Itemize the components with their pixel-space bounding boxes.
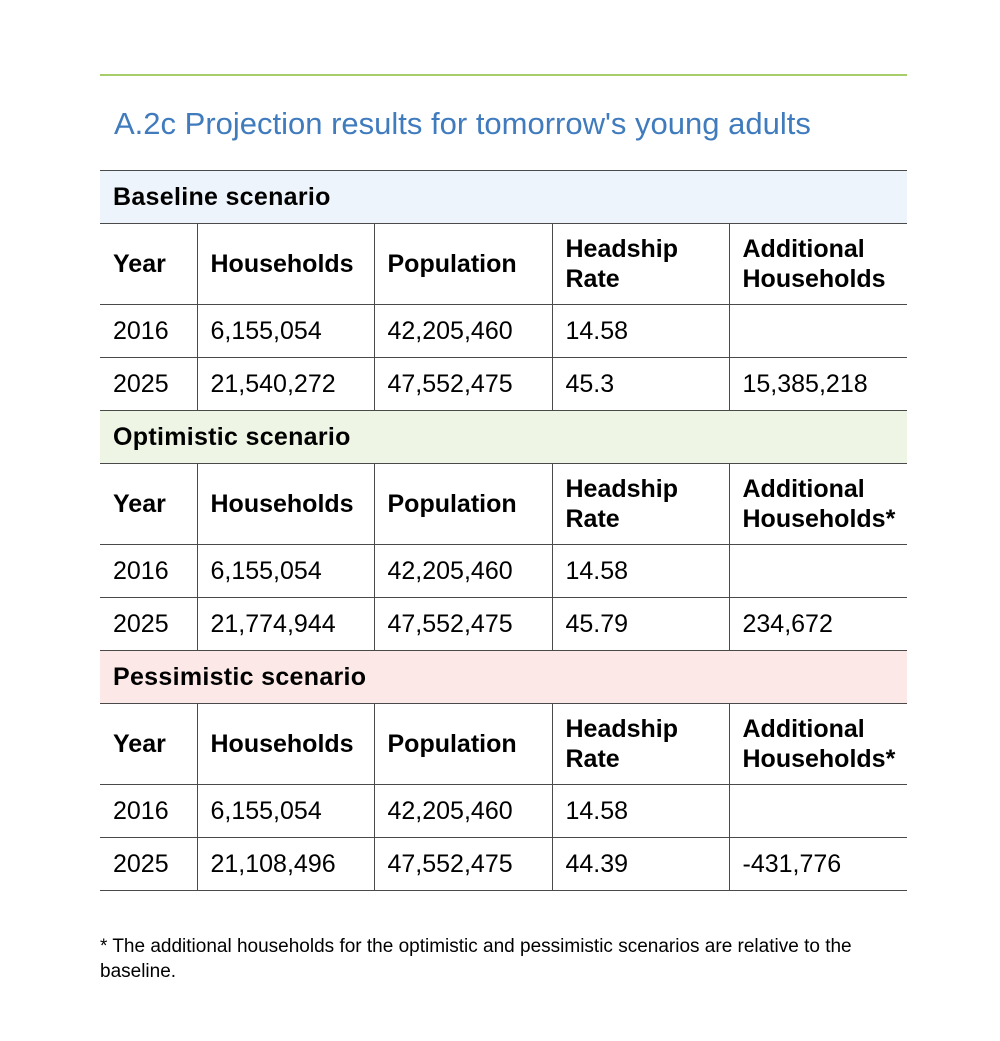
cell-population: 47,552,475 [373,837,552,891]
footnote: * The additional households for the opti… [100,936,852,982]
cell-year: 2025 [100,837,197,891]
cell-headship-rate: 14.58 [551,784,729,838]
cell-additional-households: -431,776 [728,837,908,891]
table-row: 2025 21,540,272 47,552,475 45.3 15,385,2… [100,357,908,411]
cell-headship-rate: 14.58 [551,544,729,598]
cell-households: 21,540,272 [196,357,374,411]
cell-population: 47,552,475 [373,597,552,651]
column-header-population: Population [373,223,552,305]
cell-headship-rate: 45.3 [551,357,729,411]
cell-headship-rate: 45.79 [551,597,729,651]
section-row-optimistic: Optimistic scenario [100,410,908,464]
table-row: 2025 21,774,944 47,552,475 45.79 234,672 [100,597,908,651]
cell-additional-households [728,304,908,358]
section-row-pessimistic: Pessimistic scenario [100,650,908,704]
column-header-population: Population [373,463,552,545]
cell-households: 21,108,496 [196,837,374,891]
cell-year: 2016 [100,784,197,838]
cell-additional-households [728,784,908,838]
section-title: Baseline scenario [100,170,908,224]
column-header-headship-rate: Headship Rate [551,703,729,785]
section-title: Pessimistic scenario [100,650,908,704]
column-header-headship-rate: Headship Rate [551,223,729,305]
column-header-additional-households: Additional Households* [728,703,908,785]
column-header-additional-households: Additional Households [728,223,908,305]
header-row: Year Households Population Headship Rate… [100,463,908,545]
cell-year: 2016 [100,304,197,358]
column-header-headship-rate: Headship Rate [551,463,729,545]
cell-population: 47,552,475 [373,357,552,411]
cell-year: 2016 [100,544,197,598]
cell-households: 21,774,944 [196,597,374,651]
column-header-households: Households [196,703,374,785]
cell-population: 42,205,460 [373,544,552,598]
cell-year: 2025 [100,357,197,411]
table-row: 2025 21,108,496 47,552,475 44.39 -431,77… [100,837,908,891]
cell-households: 6,155,054 [196,304,374,358]
cell-households: 6,155,054 [196,784,374,838]
cell-additional-households [728,544,908,598]
table-row: 2016 6,155,054 42,205,460 14.58 [100,304,908,358]
column-header-households: Households [196,223,374,305]
header-row: Year Households Population Headship Rate… [100,223,908,305]
page-title: A.2c Projection results for tomorrow's y… [114,106,811,141]
cell-year: 2025 [100,597,197,651]
section-row-baseline: Baseline scenario [100,170,908,224]
column-header-population: Population [373,703,552,785]
column-header-year: Year [100,463,197,545]
header-row: Year Households Population Headship Rate… [100,703,908,785]
cell-headship-rate: 14.58 [551,304,729,358]
cell-population: 42,205,460 [373,784,552,838]
top-divider [100,74,907,76]
table-row: 2016 6,155,054 42,205,460 14.58 [100,784,908,838]
cell-additional-households: 15,385,218 [728,357,908,411]
column-header-year: Year [100,703,197,785]
column-header-year: Year [100,223,197,305]
column-header-additional-households: Additional Households* [728,463,908,545]
cell-additional-households: 234,672 [728,597,908,651]
cell-population: 42,205,460 [373,304,552,358]
section-title: Optimistic scenario [100,410,908,464]
column-header-households: Households [196,463,374,545]
cell-households: 6,155,054 [196,544,374,598]
cell-headship-rate: 44.39 [551,837,729,891]
projection-table: Baseline scenario Year Households Popula… [100,170,908,891]
table-row: 2016 6,155,054 42,205,460 14.58 [100,544,908,598]
